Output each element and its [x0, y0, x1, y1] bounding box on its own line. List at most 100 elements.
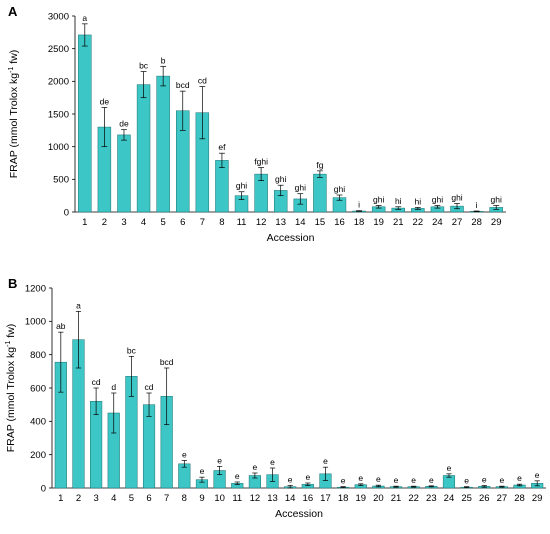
significance-label: ghi	[432, 194, 443, 204]
x-tick-label: 7	[164, 493, 169, 504]
x-tick-label: 19	[355, 493, 366, 504]
significance-label: e	[535, 470, 540, 480]
significance-label: ghi	[236, 181, 247, 191]
x-tick-label: 7	[200, 217, 205, 228]
y-tick-label: 3000	[48, 11, 69, 22]
bar	[142, 404, 156, 489]
significance-label: e	[253, 462, 258, 472]
x-tick-label: 18	[354, 217, 365, 228]
significance-label: e	[429, 475, 434, 485]
significance-label: bc	[127, 345, 137, 355]
significance-label: e	[500, 475, 505, 485]
significance-label: d	[111, 382, 116, 392]
x-tick-label: 22	[413, 217, 424, 228]
x-tick-label: 5	[161, 217, 166, 228]
x-tick-label: 3	[93, 493, 98, 504]
x-tick-label: 24	[444, 493, 455, 504]
x-tick-label: 26	[479, 493, 490, 504]
y-tick-label: 0	[41, 483, 46, 494]
x-tick-label: 9	[199, 493, 204, 504]
x-tick-label: 21	[393, 217, 404, 228]
x-tick-label: 12	[256, 217, 267, 228]
x-tick-label: 13	[275, 217, 286, 228]
x-tick-label: 16	[334, 217, 345, 228]
y-tick-label: 500	[53, 175, 69, 186]
y-tick-label: 600	[30, 383, 46, 394]
x-tick-label: 4	[141, 217, 146, 228]
significance-label: e	[411, 475, 416, 485]
significance-label: e	[376, 474, 381, 484]
significance-label: cd	[92, 377, 101, 387]
panel-label: B	[8, 276, 17, 291]
panel-label: A	[8, 4, 18, 19]
x-tick-label: 20	[373, 493, 384, 504]
x-tick-label: 13	[267, 493, 278, 504]
bar	[136, 84, 151, 213]
x-tick-label: 29	[491, 217, 502, 228]
significance-label: e	[200, 466, 205, 476]
significance-label: e	[305, 472, 310, 482]
y-tick-label: 1500	[48, 109, 69, 120]
bar	[117, 134, 131, 213]
significance-label: ghi	[275, 174, 286, 184]
x-tick-label: 27	[497, 493, 508, 504]
panel-B: B 0 200 400 600 800 1000 1200 FRAP (mmol Trolox …	[5, 276, 546, 520]
significance-label: e	[341, 476, 346, 486]
x-tick-label: 21	[391, 493, 402, 504]
significance-label: ghi	[373, 194, 384, 204]
significance-label: e	[270, 457, 275, 467]
x-tick-label: 28	[514, 493, 525, 504]
x-tick-label: 25	[461, 493, 472, 504]
significance-label: bcd	[176, 80, 190, 90]
significance-label: i	[358, 200, 360, 210]
x-tick-label: 27	[452, 217, 463, 228]
significance-label: b	[161, 55, 166, 65]
significance-label: ghi	[334, 184, 345, 194]
significance-label: e	[464, 476, 469, 486]
significance-label: a	[76, 300, 81, 310]
y-tick-label: 1200	[25, 283, 46, 294]
significance-label: bcd	[160, 357, 174, 367]
bar	[313, 173, 327, 213]
x-tick-label: 11	[232, 493, 242, 504]
x-tick-label: 8	[182, 493, 187, 504]
significance-label: ghi	[491, 194, 502, 204]
significance-label: cd	[198, 76, 207, 86]
x-tick-label: 28	[471, 217, 482, 228]
y-tick-label: 800	[30, 350, 46, 361]
y-tick-label: 2000	[48, 77, 69, 88]
significance-label: e	[517, 473, 522, 483]
significance-label: hi	[395, 196, 402, 206]
significance-label: de	[100, 96, 110, 106]
significance-label: e	[288, 474, 293, 484]
significance-label: e	[235, 471, 240, 481]
significance-label: ab	[56, 321, 66, 331]
significance-label: cd	[145, 382, 154, 392]
bar	[215, 160, 229, 213]
x-tick-label: 19	[373, 217, 384, 228]
x-tick-label: 10	[214, 493, 225, 504]
bar	[78, 34, 92, 213]
x-tick-label: 14	[285, 493, 296, 504]
x-tick-label: 29	[532, 493, 543, 504]
y-tick-label: 1000	[48, 142, 69, 153]
x-tick-label: 22	[408, 493, 419, 504]
x-tick-label: 6	[180, 217, 185, 228]
significance-label: i	[476, 200, 478, 210]
significance-label: e	[482, 475, 487, 485]
x-tick-label: 1	[58, 493, 63, 504]
y-axis-title: FRAP (mmol Trolox kg-1 fw)	[8, 50, 20, 179]
y-tick-label: 1000	[25, 317, 46, 328]
y-tick-label: 400	[30, 417, 46, 428]
panel-A: A 0 500 1000 1500 2000 2500 3000 FRAP (mmol Trol…	[8, 4, 506, 244]
x-tick-label: 6	[146, 493, 151, 504]
bar	[156, 75, 170, 213]
x-tick-label: 2	[102, 217, 107, 228]
x-tick-label: 4	[111, 493, 116, 504]
x-tick-label: 15	[315, 217, 326, 228]
x-tick-label: 14	[295, 217, 306, 228]
significance-label: hi	[415, 196, 422, 206]
significance-label: ghi	[295, 183, 306, 193]
x-tick-label: 3	[121, 217, 126, 228]
